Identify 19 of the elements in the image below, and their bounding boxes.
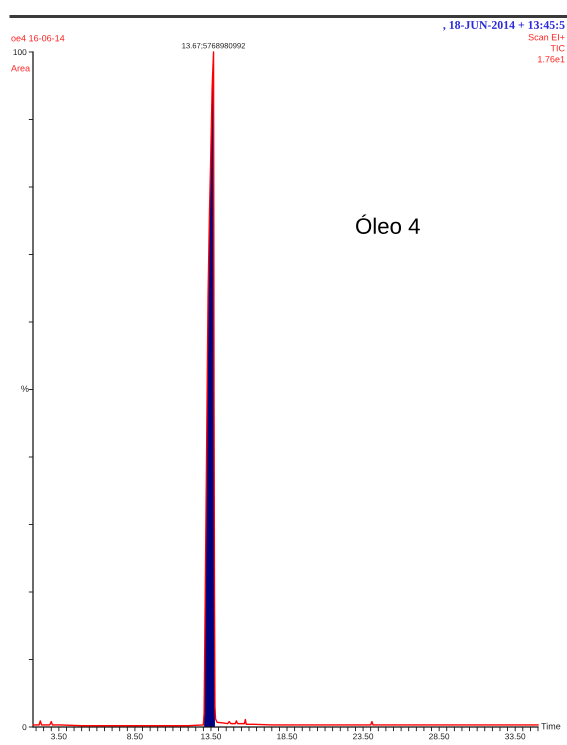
x-tick-label: 28.50 [429,733,450,740]
chart-title: , 18-JUN-2014 + 13:45:5 [443,20,565,31]
x-tick-label: 13.50 [201,733,222,740]
x-axis-title: Time [541,722,560,730]
line-series [32,51,539,726]
text: 1.76e1 [538,56,565,62]
text: TIC [550,45,565,52]
x-tick-label: 33.50 [505,733,526,740]
text: oe4 16-06-14 [11,35,64,42]
x-tick-label: 8.50 [127,733,143,740]
x-tick-label: 23.50 [353,733,374,740]
text: Scan EI+ [528,34,565,40]
annotation: Óleo 4 [356,214,420,234]
y-tick-label: 0 [22,724,26,730]
x-tick-label: 18.50 [277,733,298,740]
y-axis-title: % [21,386,29,392]
x-tick-label: 3.50 [51,733,67,740]
text: Area [11,65,30,72]
y-tick-label: 100 [13,49,26,56]
